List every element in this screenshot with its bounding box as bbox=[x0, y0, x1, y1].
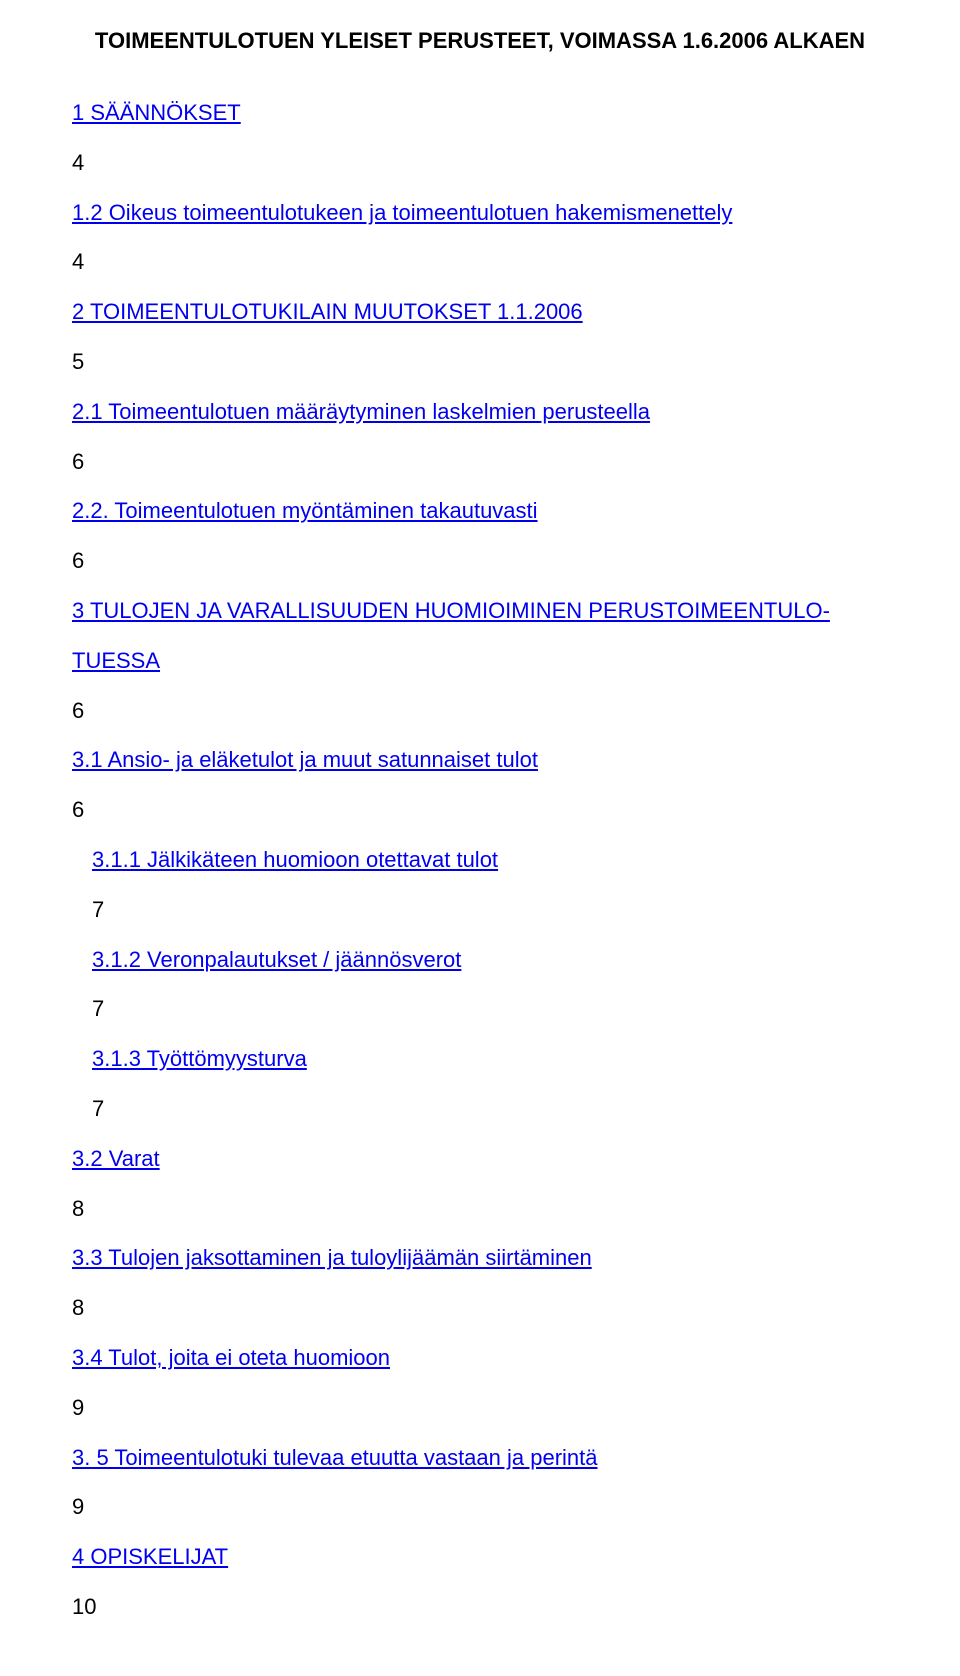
toc-entry: 2 TOIMEENTULOTUKILAIN MUUTOKSET 1.1.2006… bbox=[72, 291, 888, 383]
toc-link[interactable]: 1.2 Oikeus toimeentulotukeen ja toimeent… bbox=[72, 192, 888, 234]
page-title: TOIMEENTULOTUEN YLEISET PERUSTEET, VOIMA… bbox=[72, 28, 888, 54]
toc-link[interactable]: 3.4 Tulot, joita ei oteta huomioon bbox=[72, 1337, 888, 1379]
toc-link[interactable]: 3.1 Ansio- ja eläketulot ja muut satunna… bbox=[72, 739, 888, 781]
toc-link[interactable]: 3.3 Tulojen jaksottaminen ja tuloylijääm… bbox=[72, 1237, 888, 1279]
toc-pagenum: 6 bbox=[72, 789, 888, 831]
toc-link[interactable]: 2.2. Toimeentulotuen myöntäminen takautu… bbox=[72, 490, 888, 532]
toc-link[interactable]: 3.1.2 Veronpalautukset / jäännösverot bbox=[92, 939, 888, 981]
toc-link[interactable]: TUESSA bbox=[72, 640, 888, 682]
toc-entry: 3.2 Varat 8 bbox=[72, 1138, 888, 1230]
toc-link[interactable]: 2.1 Toimeentulotuen määräytyminen laskel… bbox=[72, 391, 888, 433]
toc-pagenum: 7 bbox=[92, 889, 888, 931]
toc-pagenum: 6 bbox=[72, 540, 888, 582]
document-page: TOIMEENTULOTUEN YLEISET PERUSTEET, VOIMA… bbox=[0, 0, 960, 1676]
toc-entry: 3.1.1 Jälkikäteen huomioon otettavat tul… bbox=[72, 839, 888, 931]
table-of-contents: 1 SÄÄNNÖKSET 4 1.2 Oikeus toimeentulotukee… bbox=[72, 92, 888, 1628]
toc-link[interactable]: 3.1.3 Työttömyysturva bbox=[92, 1038, 888, 1080]
toc-pagenum: 9 bbox=[72, 1486, 888, 1528]
toc-pagenum: 8 bbox=[72, 1188, 888, 1230]
toc-entry: 3. 5 Toimeentulotuki tulevaa etuutta vas… bbox=[72, 1437, 888, 1529]
toc-entry: 3.1 Ansio- ja eläketulot ja muut satunna… bbox=[72, 739, 888, 831]
toc-pagenum: 10 bbox=[72, 1586, 888, 1628]
toc-pagenum: 4 bbox=[72, 241, 888, 283]
toc-link[interactable]: 3 TULOJEN JA VARALLISUUDEN HUOMIOIMINEN … bbox=[72, 590, 888, 632]
toc-entry: 1.2 Oikeus toimeentulotukeen ja toimeent… bbox=[72, 192, 888, 284]
toc-pagenum: 6 bbox=[72, 690, 888, 732]
toc-entry: 3.1.3 Työttömyysturva 7 bbox=[72, 1038, 888, 1130]
toc-link[interactable]: 1 SÄÄNNÖKSET bbox=[72, 92, 888, 134]
toc-entry: 3 TULOJEN JA VARALLISUUDEN HUOMIOIMINEN … bbox=[72, 590, 888, 731]
toc-pagenum: 4 bbox=[72, 142, 888, 184]
toc-link[interactable]: 3.1.1 Jälkikäteen huomioon otettavat tul… bbox=[92, 839, 888, 881]
toc-entry: 1 SÄÄNNÖKSET 4 bbox=[72, 92, 888, 184]
toc-pagenum: 9 bbox=[72, 1387, 888, 1429]
toc-entry: 2.2. Toimeentulotuen myöntäminen takautu… bbox=[72, 490, 888, 582]
toc-pagenum: 7 bbox=[92, 1088, 888, 1130]
toc-entry: 3.1.2 Veronpalautukset / jäännösverot 7 bbox=[72, 939, 888, 1031]
toc-entry: 3.4 Tulot, joita ei oteta huomioon 9 bbox=[72, 1337, 888, 1429]
toc-pagenum: 6 bbox=[72, 441, 888, 483]
toc-pagenum: 7 bbox=[92, 988, 888, 1030]
toc-link[interactable]: 3.2 Varat bbox=[72, 1138, 888, 1180]
toc-link[interactable]: 3. 5 Toimeentulotuki tulevaa etuutta vas… bbox=[72, 1437, 888, 1479]
toc-link[interactable]: 2 TOIMEENTULOTUKILAIN MUUTOKSET 1.1.2006 bbox=[72, 291, 888, 333]
toc-pagenum: 8 bbox=[72, 1287, 888, 1329]
toc-entry: 3.3 Tulojen jaksottaminen ja tuloylijääm… bbox=[72, 1237, 888, 1329]
toc-entry: 4 OPISKELIJAT 10 bbox=[72, 1536, 888, 1628]
toc-pagenum: 5 bbox=[72, 341, 888, 383]
toc-entry: 2.1 Toimeentulotuen määräytyminen laskel… bbox=[72, 391, 888, 483]
toc-link[interactable]: 4 OPISKELIJAT bbox=[72, 1536, 888, 1578]
